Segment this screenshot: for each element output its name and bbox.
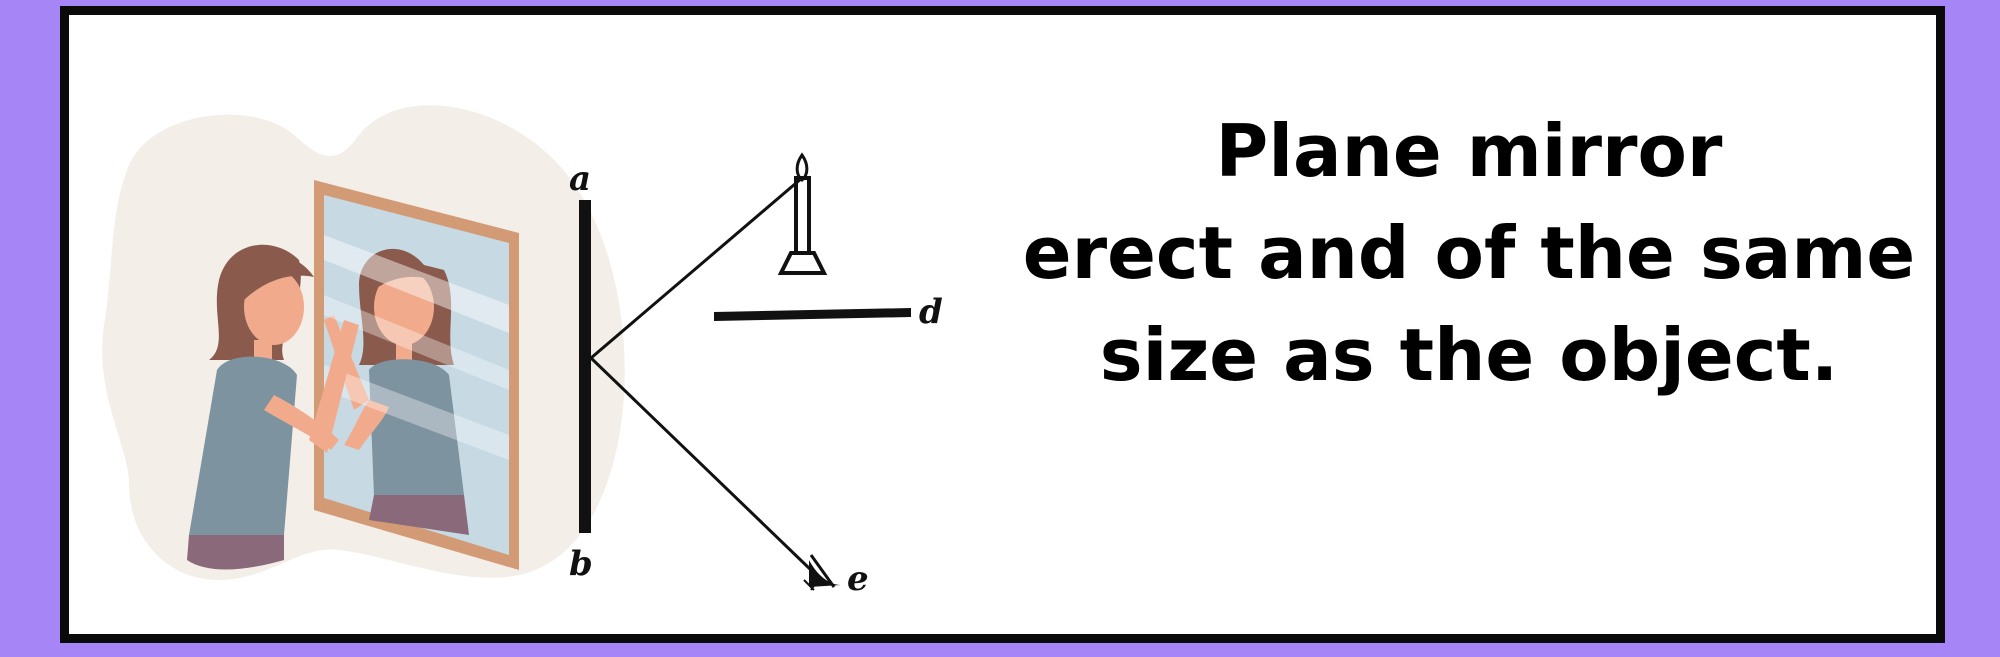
candle-icon xyxy=(777,152,828,275)
woman-figure xyxy=(187,244,359,570)
eye-icon xyxy=(803,554,841,591)
caption-line-1: Plane mirror xyxy=(1215,109,1723,193)
reflected-ray xyxy=(589,356,813,572)
label-e: e xyxy=(847,559,869,599)
label-b: b xyxy=(569,544,593,584)
caption-text: Plane mirror erect and of the same size … xyxy=(1009,100,1929,406)
ray-diagram: a b d e xyxy=(569,152,943,599)
label-d: d xyxy=(919,292,943,332)
label-a: a xyxy=(569,159,591,199)
object-line xyxy=(714,308,911,321)
content-card: a b d e Plane mirror erect and of the sa… xyxy=(60,6,1945,643)
reflection-figure xyxy=(324,248,469,535)
caption-line-2: erect and of the same xyxy=(1022,211,1916,295)
incident-ray xyxy=(590,176,803,360)
illustration: a b d e xyxy=(102,105,943,599)
mirror-illustration xyxy=(314,180,519,570)
mirror-line xyxy=(579,200,591,533)
caption-line-3: size as the object. xyxy=(1099,313,1839,397)
